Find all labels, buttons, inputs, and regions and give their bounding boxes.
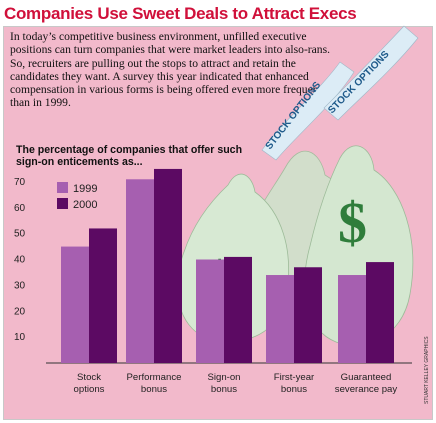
x-tick-label-2-1: bonus [211,384,237,395]
intro-paragraph: In today’s competitive business environm… [10,30,346,110]
intro-text: In today’s competitive business environm… [10,30,331,110]
bar-2000-3 [294,267,322,363]
title-bar: Companies Use Sweet Deals to Attract Exe… [0,0,436,26]
y-tick-label-60: 60 [14,203,26,214]
bar-1999-4 [338,275,366,363]
x-tick-label-2-0: Sign-on [207,372,240,383]
x-tick-label-3-0: First-year [274,372,315,383]
legend-swatch-1999 [57,182,68,193]
y-tick-label-10: 10 [14,332,26,343]
bar-2000-0 [89,228,117,363]
bar-2000-1 [154,168,182,363]
bar-1999-1 [126,179,154,363]
bar-1999-3 [266,275,294,363]
x-tick-label-0-1: options [74,384,105,395]
y-tick-label-20: 20 [14,306,26,317]
bar-1999-2 [196,259,224,363]
y-tick-label-70: 70 [14,177,26,188]
legend-label-1999: 1999 [73,183,97,195]
dollar-icon-right: $ [338,190,367,255]
ribbon-band-left [261,61,355,161]
x-tick-label-4-1: severance pay [335,384,398,395]
y-tick-label-30: 30 [14,280,26,291]
chart-title: The percentage of companies that offer s… [16,144,243,168]
ribbon-band-right [323,25,419,121]
y-tick-label-40: 40 [14,255,26,266]
x-tick-label-4-0: Guaranteed [341,372,392,383]
y-tick-label-50: 50 [14,229,26,240]
x-tick-label-1-0: Performance [127,372,182,383]
x-tick-label-0-0: Stock [77,372,101,383]
legend-label-2000: 2000 [73,199,97,211]
x-tick-label-3-1: bonus [281,384,307,395]
page-title: Companies Use Sweet Deals to Attract Exe… [4,4,357,23]
bar-1999-0 [61,246,89,363]
x-tick-label-1-1: bonus [141,384,167,395]
bar-2000-2 [224,256,252,363]
bar-2000-4 [366,262,394,363]
credit-line: STUART KELLEY GRAPHICS [424,336,430,404]
legend-swatch-2000 [57,198,68,209]
